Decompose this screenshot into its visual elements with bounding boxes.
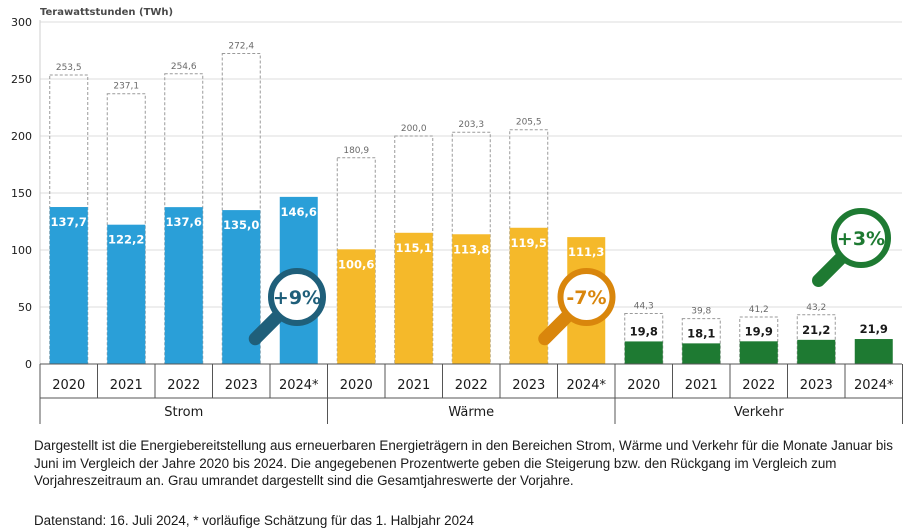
bar [337, 249, 376, 364]
bar-value-label: 100,6 [338, 257, 374, 271]
bar [164, 207, 203, 364]
magnifier-badge: +9% [248, 268, 326, 346]
magnifier-badge: +3% [812, 208, 891, 287]
y-axis-label: Terawattstunden (TWh) [40, 7, 173, 18]
bar-value-label: 19,9 [745, 324, 773, 338]
annual-total-label: 237,1 [113, 82, 139, 92]
bar [107, 224, 146, 364]
group-label: Wärme [448, 405, 494, 420]
bar-value-label: 21,2 [802, 323, 830, 337]
y-tick-label: 50 [18, 301, 32, 314]
chart-caption: Dargestellt ist die Energiebereitstellun… [34, 438, 893, 488]
bars: 137,7 122,2 137,6 135,0 146,6 100,6 115,1 113,8… [49, 196, 893, 364]
bar-value-label: 18,1 [687, 326, 715, 340]
x-tick-label: 2024* [279, 378, 319, 393]
bar-value-label: 135,0 [223, 218, 259, 232]
annual-total-label: 253,5 [56, 63, 82, 73]
x-tick-label: 2024* [566, 378, 606, 393]
annual-total-label: 41,2 [749, 305, 769, 315]
bar [739, 341, 778, 364]
group-label: Strom [164, 405, 203, 420]
y-tick-label: 200 [11, 130, 32, 143]
percent-badges: +9% -7% +3% [248, 208, 891, 346]
x-tick-label: 2024* [854, 378, 894, 393]
percent-badge-label: +9% [273, 287, 321, 309]
x-tick-label: 2022 [455, 378, 488, 393]
x-tick-label: 2021 [685, 378, 718, 393]
bar-value-label: 119,5 [511, 236, 547, 250]
x-tick-label: 2022 [167, 378, 200, 393]
x-tick-label: 2023 [512, 378, 545, 393]
bar [854, 339, 893, 364]
annual-total-label: 180,9 [343, 146, 369, 156]
bar-value-label: 19,8 [630, 324, 658, 338]
magnifier-lens [557, 268, 616, 326]
annual-total-label: 39,8 [691, 307, 711, 317]
magnifier-handle [538, 310, 573, 346]
annual-total-label: 200,0 [401, 124, 427, 134]
bar [624, 341, 663, 364]
magnifier-handle [812, 252, 847, 287]
bar-value-label: 137,6 [166, 215, 202, 229]
bar-value-label: 111,3 [568, 245, 604, 259]
percent-badge-label: -7% [566, 287, 606, 309]
bar [49, 207, 88, 364]
bar [682, 343, 721, 364]
percent-badge-label: +3% [837, 228, 885, 250]
magnifier-lens [268, 268, 326, 326]
bar-value-label: 21,9 [860, 322, 888, 336]
magnifier-lens [831, 208, 891, 268]
data-status-footnote: Datenstand: 16. Juli 2024, * vorläufige … [34, 513, 474, 528]
annual-total-label: 272,4 [228, 41, 254, 51]
group-label: Verkehr [734, 405, 785, 420]
annual-total-outline [739, 316, 779, 365]
renewable-energy-chart: 0 50 100 150 200 250 300 Terawattstunden (TWh)… [11, 7, 903, 424]
x-tick-label: 2023 [225, 378, 258, 393]
annual-total-label: 205,5 [516, 118, 542, 128]
y-tick-label: 100 [11, 244, 32, 257]
x-tick-label: 2020 [627, 378, 660, 393]
annual-total-label: 203,3 [458, 120, 484, 130]
bar-value-label: 146,6 [281, 205, 317, 219]
x-axis: 2020 2021 2022 2023 2024* Strom 2020 2021 2022 20… [39, 363, 903, 424]
bar [797, 339, 836, 364]
bar-value-label: 122,2 [108, 233, 144, 247]
y-tick-label: 150 [11, 187, 32, 200]
annual-total-label: 254,6 [171, 62, 197, 72]
y-axis-ticks: 0 50 100 150 200 250 300 [11, 16, 32, 371]
annual-total-label: 44,3 [634, 301, 654, 311]
x-tick-label: 2020 [340, 378, 373, 393]
annual-total-label: 43,2 [806, 303, 826, 313]
x-tick-label: 2023 [800, 378, 833, 393]
y-tick-label: 300 [11, 16, 32, 29]
x-tick-label: 2020 [52, 378, 85, 393]
y-tick-label: 250 [11, 73, 32, 86]
magnifier-badge: -7% [538, 268, 616, 346]
x-tick-label: 2021 [110, 378, 143, 393]
x-tick-label: 2021 [397, 378, 430, 393]
magnifier-handle [248, 310, 284, 346]
x-tick-label: 2022 [742, 378, 775, 393]
bar [394, 232, 433, 364]
bar [452, 234, 491, 364]
y-tick-label: 0 [25, 358, 32, 371]
bar-value-label: 115,1 [396, 241, 432, 255]
bar-value-label: 137,7 [51, 215, 87, 229]
bar-value-label: 113,8 [453, 242, 489, 256]
